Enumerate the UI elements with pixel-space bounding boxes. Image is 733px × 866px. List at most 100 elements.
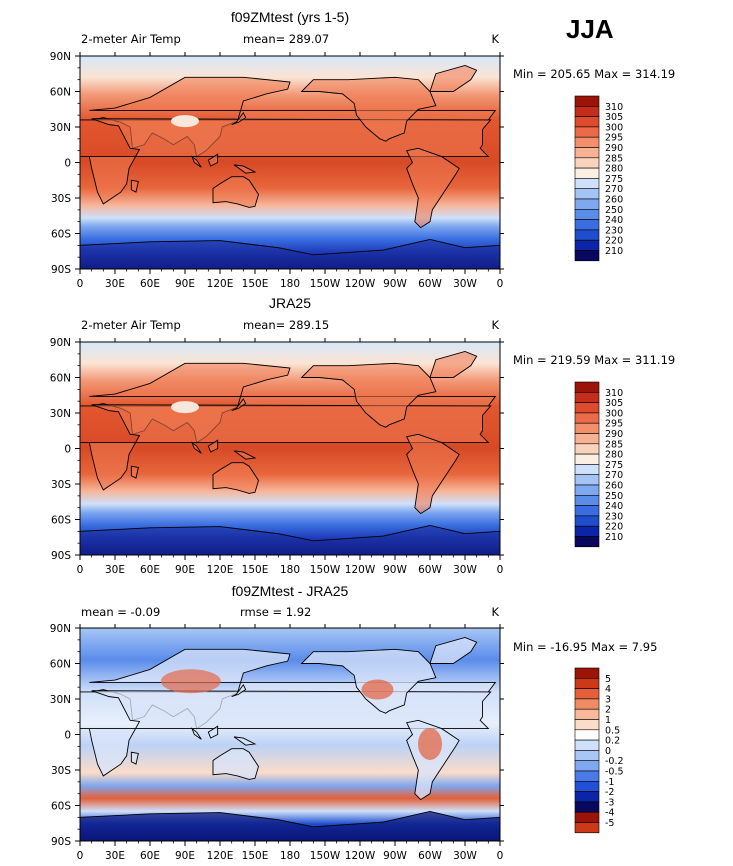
colorbar-label: 0.5 [605, 725, 620, 736]
colorbar-label: 270 [605, 470, 623, 481]
colorbar-box [574, 95, 600, 107]
x-tick-label: 150W [310, 564, 341, 576]
colorbar-box [574, 391, 600, 403]
coastline [231, 683, 247, 698]
colorbar-label: 260 [605, 481, 623, 492]
x-tick-label: 60W [418, 278, 442, 290]
variable-label: 2-meter Air Temp [81, 318, 181, 332]
namerica-warm-bias [361, 679, 394, 700]
colorbar-box [574, 157, 600, 169]
x-tick-label: 120W [345, 564, 376, 576]
coastline [300, 76, 437, 142]
x-tick-label: 30E [105, 564, 125, 576]
x-tick-label: 180 [280, 850, 300, 862]
colorbar-box [574, 688, 600, 700]
x-tick-label: 120E [207, 564, 234, 576]
y-tick-label: 90S [51, 264, 71, 276]
colorbar-box [574, 474, 600, 486]
colorbar-box [574, 209, 600, 220]
colorbar-box [574, 239, 600, 251]
x-tick-label: 150W [310, 278, 341, 290]
colorbar-label: 260 [605, 195, 623, 206]
panel-title: f09ZMtest - JRA25 [232, 583, 349, 599]
colorbar-box [574, 525, 600, 537]
colorbar-box [574, 198, 600, 210]
coastline [233, 736, 257, 746]
rmse-label: rmse = 1.92 [240, 605, 311, 619]
colorbar-box [574, 822, 600, 834]
colorbar-label: 290 [605, 429, 623, 440]
asia-warm-bias [160, 669, 221, 694]
x-tick-label: 180 [280, 564, 300, 576]
y-tick-label: 0 [64, 730, 71, 742]
y-tick-label: 30N [50, 408, 71, 420]
coastline [212, 748, 259, 780]
x-tick-label: 90E [175, 564, 195, 576]
colorbar-label: 305 [605, 398, 623, 409]
colorbar-label: -1 [605, 777, 614, 788]
colorbar-label: -5 [605, 818, 614, 829]
x-tick-label: 30W [453, 564, 477, 576]
coastline [190, 441, 202, 454]
colorbar-box [574, 147, 600, 159]
y-tick-label: 30S [51, 193, 71, 205]
coastline [429, 350, 478, 378]
x-tick-label: 0 [77, 850, 84, 862]
colorbar-label: 5 [605, 674, 611, 685]
colorbar-box [574, 229, 600, 241]
colorbar-box [574, 515, 600, 527]
min-max-label: Min = -16.95 Max = 7.95 [513, 640, 657, 654]
colorbar-box [574, 126, 600, 138]
x-tick-label: 60E [140, 850, 160, 862]
x-tick-label: 60E [140, 278, 160, 290]
x-tick-label: 60W [418, 564, 442, 576]
colorbar-label: 270 [605, 184, 623, 195]
y-tick-label: 30N [50, 122, 71, 134]
colorbar-label: 0.2 [605, 736, 620, 747]
colorbar: 3103053002952902852802752702602502402302… [574, 381, 623, 548]
coastline [429, 636, 478, 664]
colorbar-label: 295 [605, 133, 623, 144]
colorbar-label: 210 [605, 532, 623, 543]
colorbar-box [574, 443, 600, 455]
colorbar-label: 250 [605, 205, 623, 216]
coastline [406, 433, 460, 515]
colorbar-box [574, 381, 600, 393]
x-tick-label: 120W [345, 850, 376, 862]
colorbar-label: 2 [605, 705, 611, 716]
colorbar-label: 230 [605, 225, 623, 236]
colorbar-label: -0.5 [605, 767, 624, 778]
y-tick-label: 0 [64, 158, 71, 170]
colorbar-label: 295 [605, 419, 623, 430]
coastline [190, 727, 202, 740]
coastline [233, 450, 257, 460]
x-tick-label: 180 [280, 278, 300, 290]
x-tick-label: 0 [497, 278, 504, 290]
coastline [207, 153, 219, 167]
y-tick-label: 60N [50, 659, 71, 671]
x-tick-label: 90W [383, 564, 407, 576]
coastline [212, 176, 259, 208]
x-tick-label: 30W [453, 850, 477, 862]
x-tick-label: 30E [105, 850, 125, 862]
colorbar-label: 250 [605, 491, 623, 502]
colorbar-box [574, 453, 600, 465]
x-tick-label: 90E [175, 850, 195, 862]
x-tick-label: 150W [310, 850, 341, 862]
colorbar-label: 285 [605, 439, 623, 450]
coastline [207, 725, 219, 739]
tibet-plateau [171, 115, 199, 128]
colorbar-label: 310 [605, 388, 623, 399]
coastline [212, 462, 259, 494]
coastline [130, 751, 139, 765]
map-panel-3: f09ZMtest - JRA25 mean = -0.09 rmse = 1.92… [50, 583, 658, 862]
x-tick-label: 120W [345, 278, 376, 290]
x-tick-label: 0 [77, 564, 84, 576]
colorbar-label: 305 [605, 112, 623, 123]
coastline [233, 164, 257, 174]
min-max-label: Min = 219.59 Max = 311.19 [513, 353, 675, 367]
colorbar-box [574, 167, 600, 179]
colorbar-box [574, 116, 600, 128]
x-tick-label: 0 [77, 278, 84, 290]
